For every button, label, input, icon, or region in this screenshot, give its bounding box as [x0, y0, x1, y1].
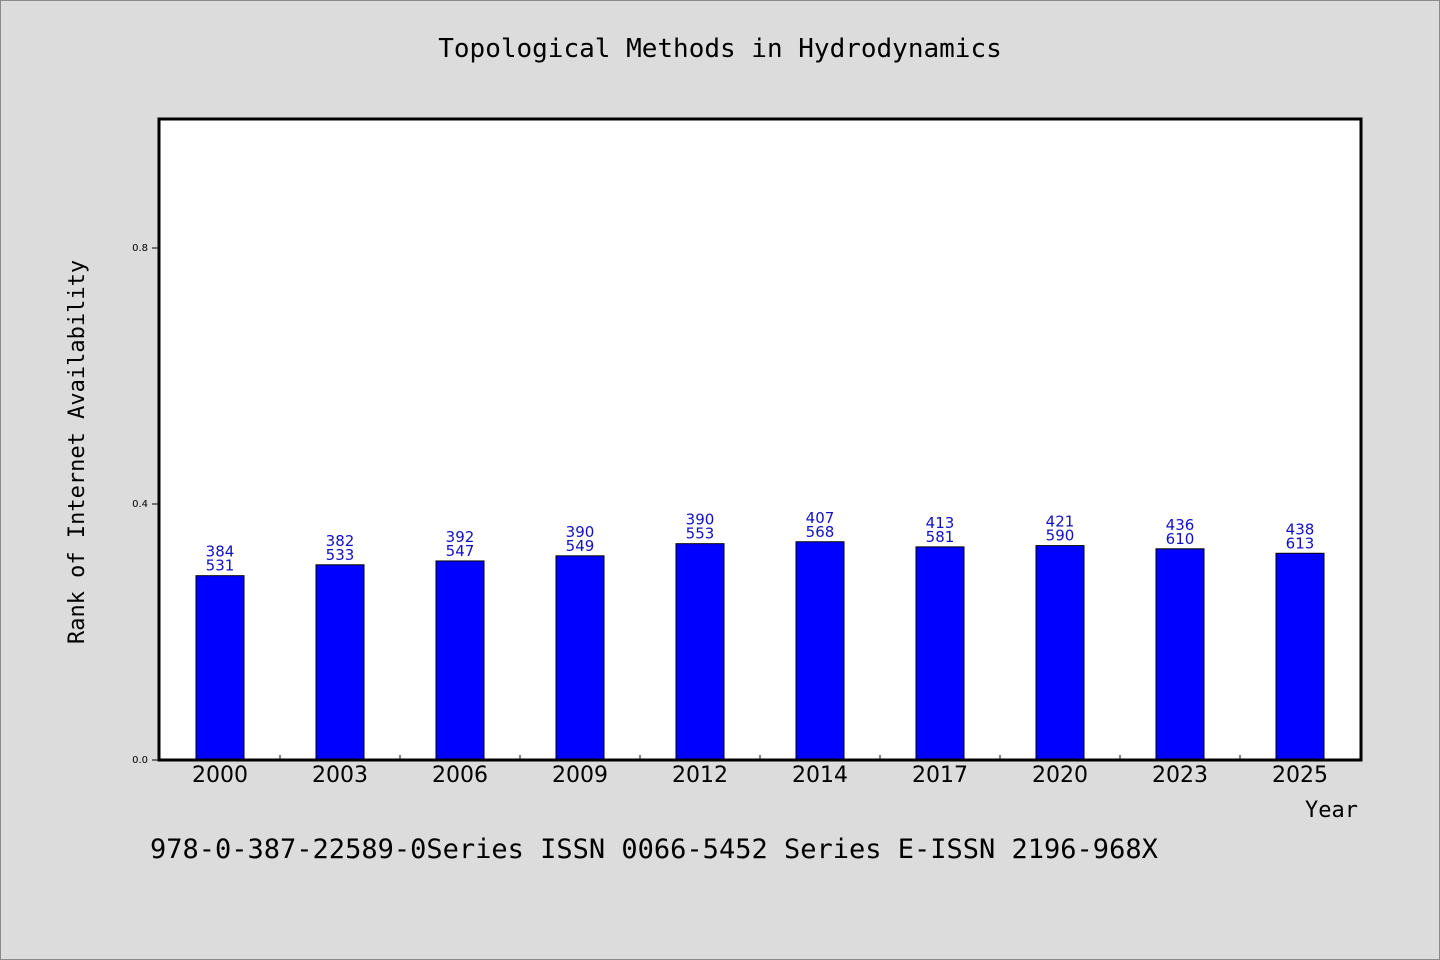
chart-title: Topological Methods in Hydrodynamics [438, 34, 1002, 64]
x-tick-label-2017: 2017 [912, 763, 968, 788]
bar-2006 [435, 560, 485, 761]
x-axis-title: Year [1305, 798, 1358, 823]
ticks-layer: 2000 2003 2006 2009 2012 2014 2017 2020 2023 2025… [132, 243, 1328, 788]
bar-2014 [795, 541, 845, 761]
bar-label-upper-2017: 413 [926, 514, 955, 532]
bar-2025 [1275, 552, 1325, 761]
x-tick-label-2023: 2023 [1152, 763, 1208, 788]
x-tick-label-2006: 2006 [432, 763, 488, 788]
bar-label-lower-2000: 531 [206, 557, 235, 575]
y-tick-label-0.8: 0.8 [132, 243, 148, 254]
x-tick-label-2012: 2012 [672, 763, 728, 788]
bar-label-upper-2000: 384 [206, 543, 235, 561]
bar-label-lower-2006: 547 [446, 542, 475, 560]
bar-label-upper-2020: 421 [1046, 513, 1075, 531]
bar-2003 [315, 564, 365, 761]
bar-2023 [1155, 548, 1205, 761]
bar-label-upper-2009: 390 [566, 523, 595, 541]
x-tick-label-2000: 2000 [192, 763, 248, 788]
y-tick-label-0.0: 0.0 [132, 755, 148, 766]
bar-2020 [1035, 545, 1085, 761]
bar-label-lower-2003: 533 [326, 546, 355, 564]
x-tick-label-2025: 2025 [1272, 763, 1328, 788]
bar-2012 [675, 543, 725, 761]
y-tick-label-0.4: 0.4 [132, 499, 148, 510]
bar-label-upper-2006: 392 [446, 528, 475, 546]
bar-label-lower-2012: 553 [686, 525, 715, 543]
x-tick-label-2009: 2009 [552, 763, 608, 788]
x-tick-label-2020: 2020 [1032, 763, 1088, 788]
bar-label-lower-2020: 590 [1046, 527, 1075, 545]
bar-label-upper-2025: 438 [1286, 520, 1315, 538]
bar-label-upper-2014: 407 [806, 509, 835, 527]
x-tick-label-2014: 2014 [792, 763, 848, 788]
bar-2009 [555, 555, 605, 761]
bar-label-upper-2003: 382 [326, 532, 355, 550]
bar-2000 [195, 575, 245, 761]
bar-label-lower-2009: 549 [566, 537, 595, 555]
bar-label-lower-2014: 568 [806, 523, 835, 541]
bar-2017 [915, 546, 965, 761]
bar-label-upper-2012: 390 [686, 511, 715, 529]
bar-label-lower-2025: 613 [1286, 534, 1315, 552]
bar-label-lower-2017: 581 [926, 528, 955, 546]
bar-label-lower-2023: 610 [1166, 530, 1195, 548]
bar-label-upper-2023: 436 [1166, 516, 1195, 534]
y-axis-title: Rank of Internet Availability [65, 260, 90, 644]
x-tick-label-2003: 2003 [312, 763, 368, 788]
series-issn-note: 978-0-387-22589-0Series ISSN 0066-5452 S… [150, 834, 1158, 865]
